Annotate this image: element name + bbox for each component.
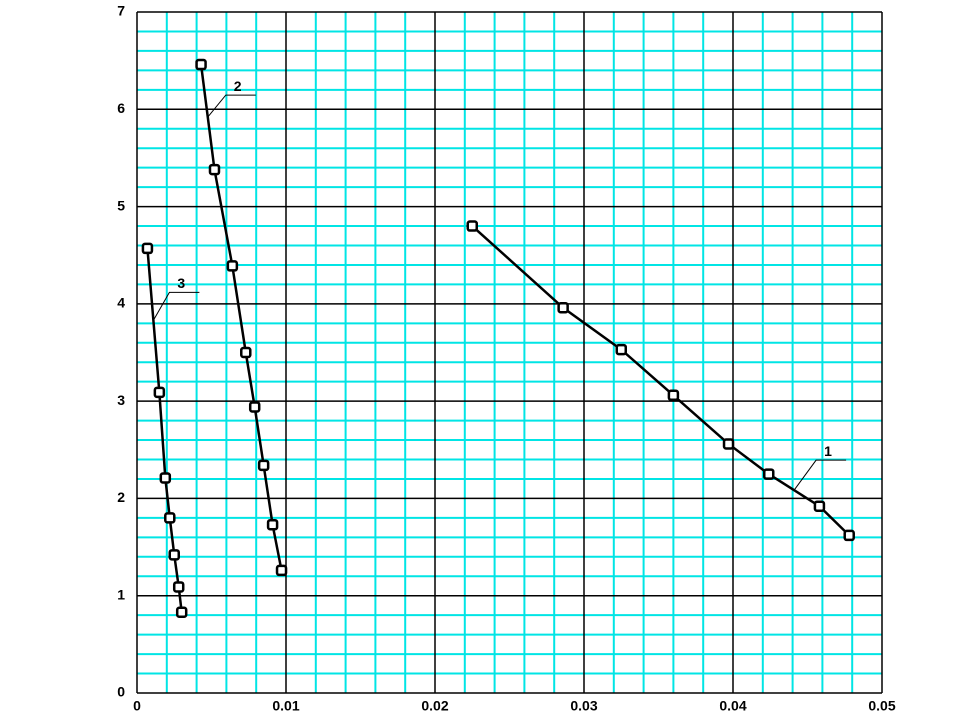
- point-marker: [141, 242, 154, 255]
- point-marker: [208, 163, 221, 176]
- leader-line: [793, 459, 847, 491]
- point-marker: [763, 468, 775, 480]
- series-label: 3: [177, 275, 185, 291]
- point-marker: [466, 220, 478, 232]
- point-marker: [195, 58, 207, 71]
- point-marker: [248, 401, 261, 413]
- x-tick-label: 0.02: [421, 698, 448, 714]
- x-tick-label: 0: [133, 698, 141, 714]
- series-label: 1: [824, 443, 832, 459]
- y-tick-label: 0: [117, 684, 125, 700]
- point-marker: [667, 389, 680, 402]
- point-marker: [722, 438, 735, 450]
- y-tick-label: 4: [117, 295, 125, 311]
- y-tick-label: 6: [117, 100, 125, 116]
- point-marker: [172, 581, 185, 593]
- series-line: [471, 225, 851, 537]
- x-tick-label: 0.05: [868, 698, 895, 714]
- point-marker: [164, 512, 176, 524]
- point-marker: [557, 301, 569, 314]
- y-tick-label: 1: [117, 586, 125, 602]
- point-marker: [266, 518, 279, 531]
- point-marker: [153, 386, 166, 399]
- point-marker: [275, 564, 288, 577]
- point-marker: [813, 500, 826, 512]
- point-marker: [159, 472, 172, 484]
- x-tick-label: 0.04: [719, 698, 746, 714]
- leader-line: [207, 94, 256, 118]
- point-marker: [226, 260, 239, 272]
- y-tick-label: 5: [117, 197, 125, 213]
- point-marker: [175, 606, 188, 619]
- y-tick-label: 2: [117, 489, 125, 505]
- y-tick-label: 3: [117, 392, 125, 408]
- series-label: 2: [234, 78, 242, 94]
- point-marker: [168, 549, 180, 561]
- point-marker: [843, 529, 855, 542]
- x-tick-label: 0.03: [570, 698, 597, 714]
- point-marker: [615, 343, 627, 356]
- x-tick-label: 0.01: [272, 698, 299, 714]
- leader-line: [152, 291, 200, 321]
- point-marker: [240, 346, 252, 359]
- point-marker: [257, 459, 270, 472]
- y-tick-label: 7: [117, 3, 125, 19]
- series-line: [199, 64, 283, 571]
